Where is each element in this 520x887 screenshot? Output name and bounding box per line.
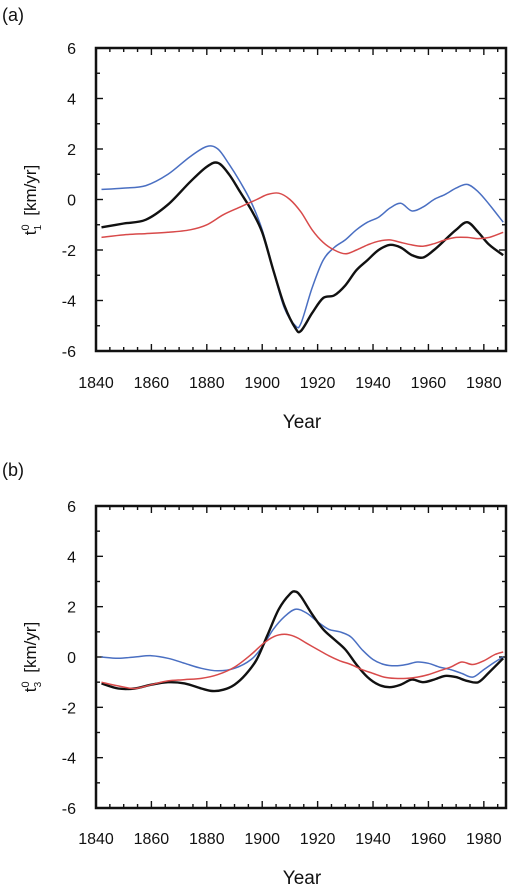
panel-b-ytick-label: -2 bbox=[62, 700, 76, 717]
panel-b-xtick-label: 1900 bbox=[244, 831, 280, 848]
panel-a-xtick-label: 1860 bbox=[134, 375, 170, 392]
panel-a-xtick-label: 1940 bbox=[355, 375, 391, 392]
panel-a-frame bbox=[94, 46, 508, 353]
panel-b-xtick-label: 1940 bbox=[355, 831, 391, 848]
panel-a-ytick-label: -6 bbox=[62, 344, 76, 361]
panel-b-ytick-label: -4 bbox=[62, 751, 76, 768]
panel-a-xtick-label: 1960 bbox=[411, 375, 447, 392]
panel-a-series-blue-line bbox=[101, 145, 504, 329]
panel-b-ytick-label: 4 bbox=[67, 549, 76, 566]
panel-a-ytick-label: 6 bbox=[67, 41, 76, 58]
panel-a-ytick-label: -2 bbox=[62, 243, 76, 260]
panel-a: (a) 1840 1860 1880 1900 1920 1940 1960 1… bbox=[2, 5, 508, 433]
panel-b-y-axis-label: t03[km/yr] bbox=[20, 622, 44, 692]
panel-b-ytick-label: 2 bbox=[67, 600, 76, 617]
panel-a-y-axis-label: t01[km/yr] bbox=[20, 165, 44, 235]
panel-a-xtick-label: 1880 bbox=[189, 375, 225, 392]
panel-a-lines bbox=[101, 145, 504, 334]
panel-b: (b) 1840 1860 1880 1900 1920 1940 1960 1… bbox=[2, 460, 508, 887]
panel-b-series-black-line bbox=[101, 590, 505, 693]
panel-a-ytick-label: 4 bbox=[67, 92, 76, 109]
panel-b-lines bbox=[101, 590, 505, 693]
panel-b-xtick-label: 1920 bbox=[300, 831, 336, 848]
panel-a-label: (a) bbox=[2, 5, 24, 25]
panel-b-frame bbox=[94, 504, 508, 810]
panel-b-xtick-label: 1960 bbox=[411, 831, 447, 848]
panel-b-x-axis-label: Year bbox=[283, 868, 322, 887]
panel-a-series-red-line bbox=[101, 192, 504, 255]
panel-a-series-black-line bbox=[101, 161, 504, 334]
panel-b-xtick-label: 1980 bbox=[466, 831, 502, 848]
panel-a-ytick-label: -4 bbox=[62, 294, 76, 311]
panel-b-series-blue-line bbox=[101, 608, 504, 678]
panel-a-ytick-label: 0 bbox=[67, 193, 76, 210]
panel-a-xtick-label: 1900 bbox=[244, 375, 280, 392]
panel-b-xtick-label: 1840 bbox=[78, 831, 114, 848]
panel-b-ytick-label: 0 bbox=[67, 650, 76, 667]
panel-b-ytick-label: -6 bbox=[62, 801, 76, 818]
panel-a-xtick-label: 1980 bbox=[466, 375, 502, 392]
panel-b-xtick-label: 1860 bbox=[134, 831, 170, 848]
panel-b-ytick-label: 6 bbox=[67, 499, 76, 516]
panel-b-label: (b) bbox=[2, 460, 24, 480]
panel-a-x-axis-label: Year bbox=[283, 412, 322, 433]
panel-a-xtick-label: 1920 bbox=[300, 375, 336, 392]
panel-a-ticks bbox=[95, 47, 506, 352]
panel-a-ytick-label: 2 bbox=[67, 142, 76, 159]
panel-b-xtick-label: 1880 bbox=[189, 831, 225, 848]
panel-b-series-red-line bbox=[101, 633, 504, 690]
panel-a-xtick-label: 1840 bbox=[78, 375, 114, 392]
